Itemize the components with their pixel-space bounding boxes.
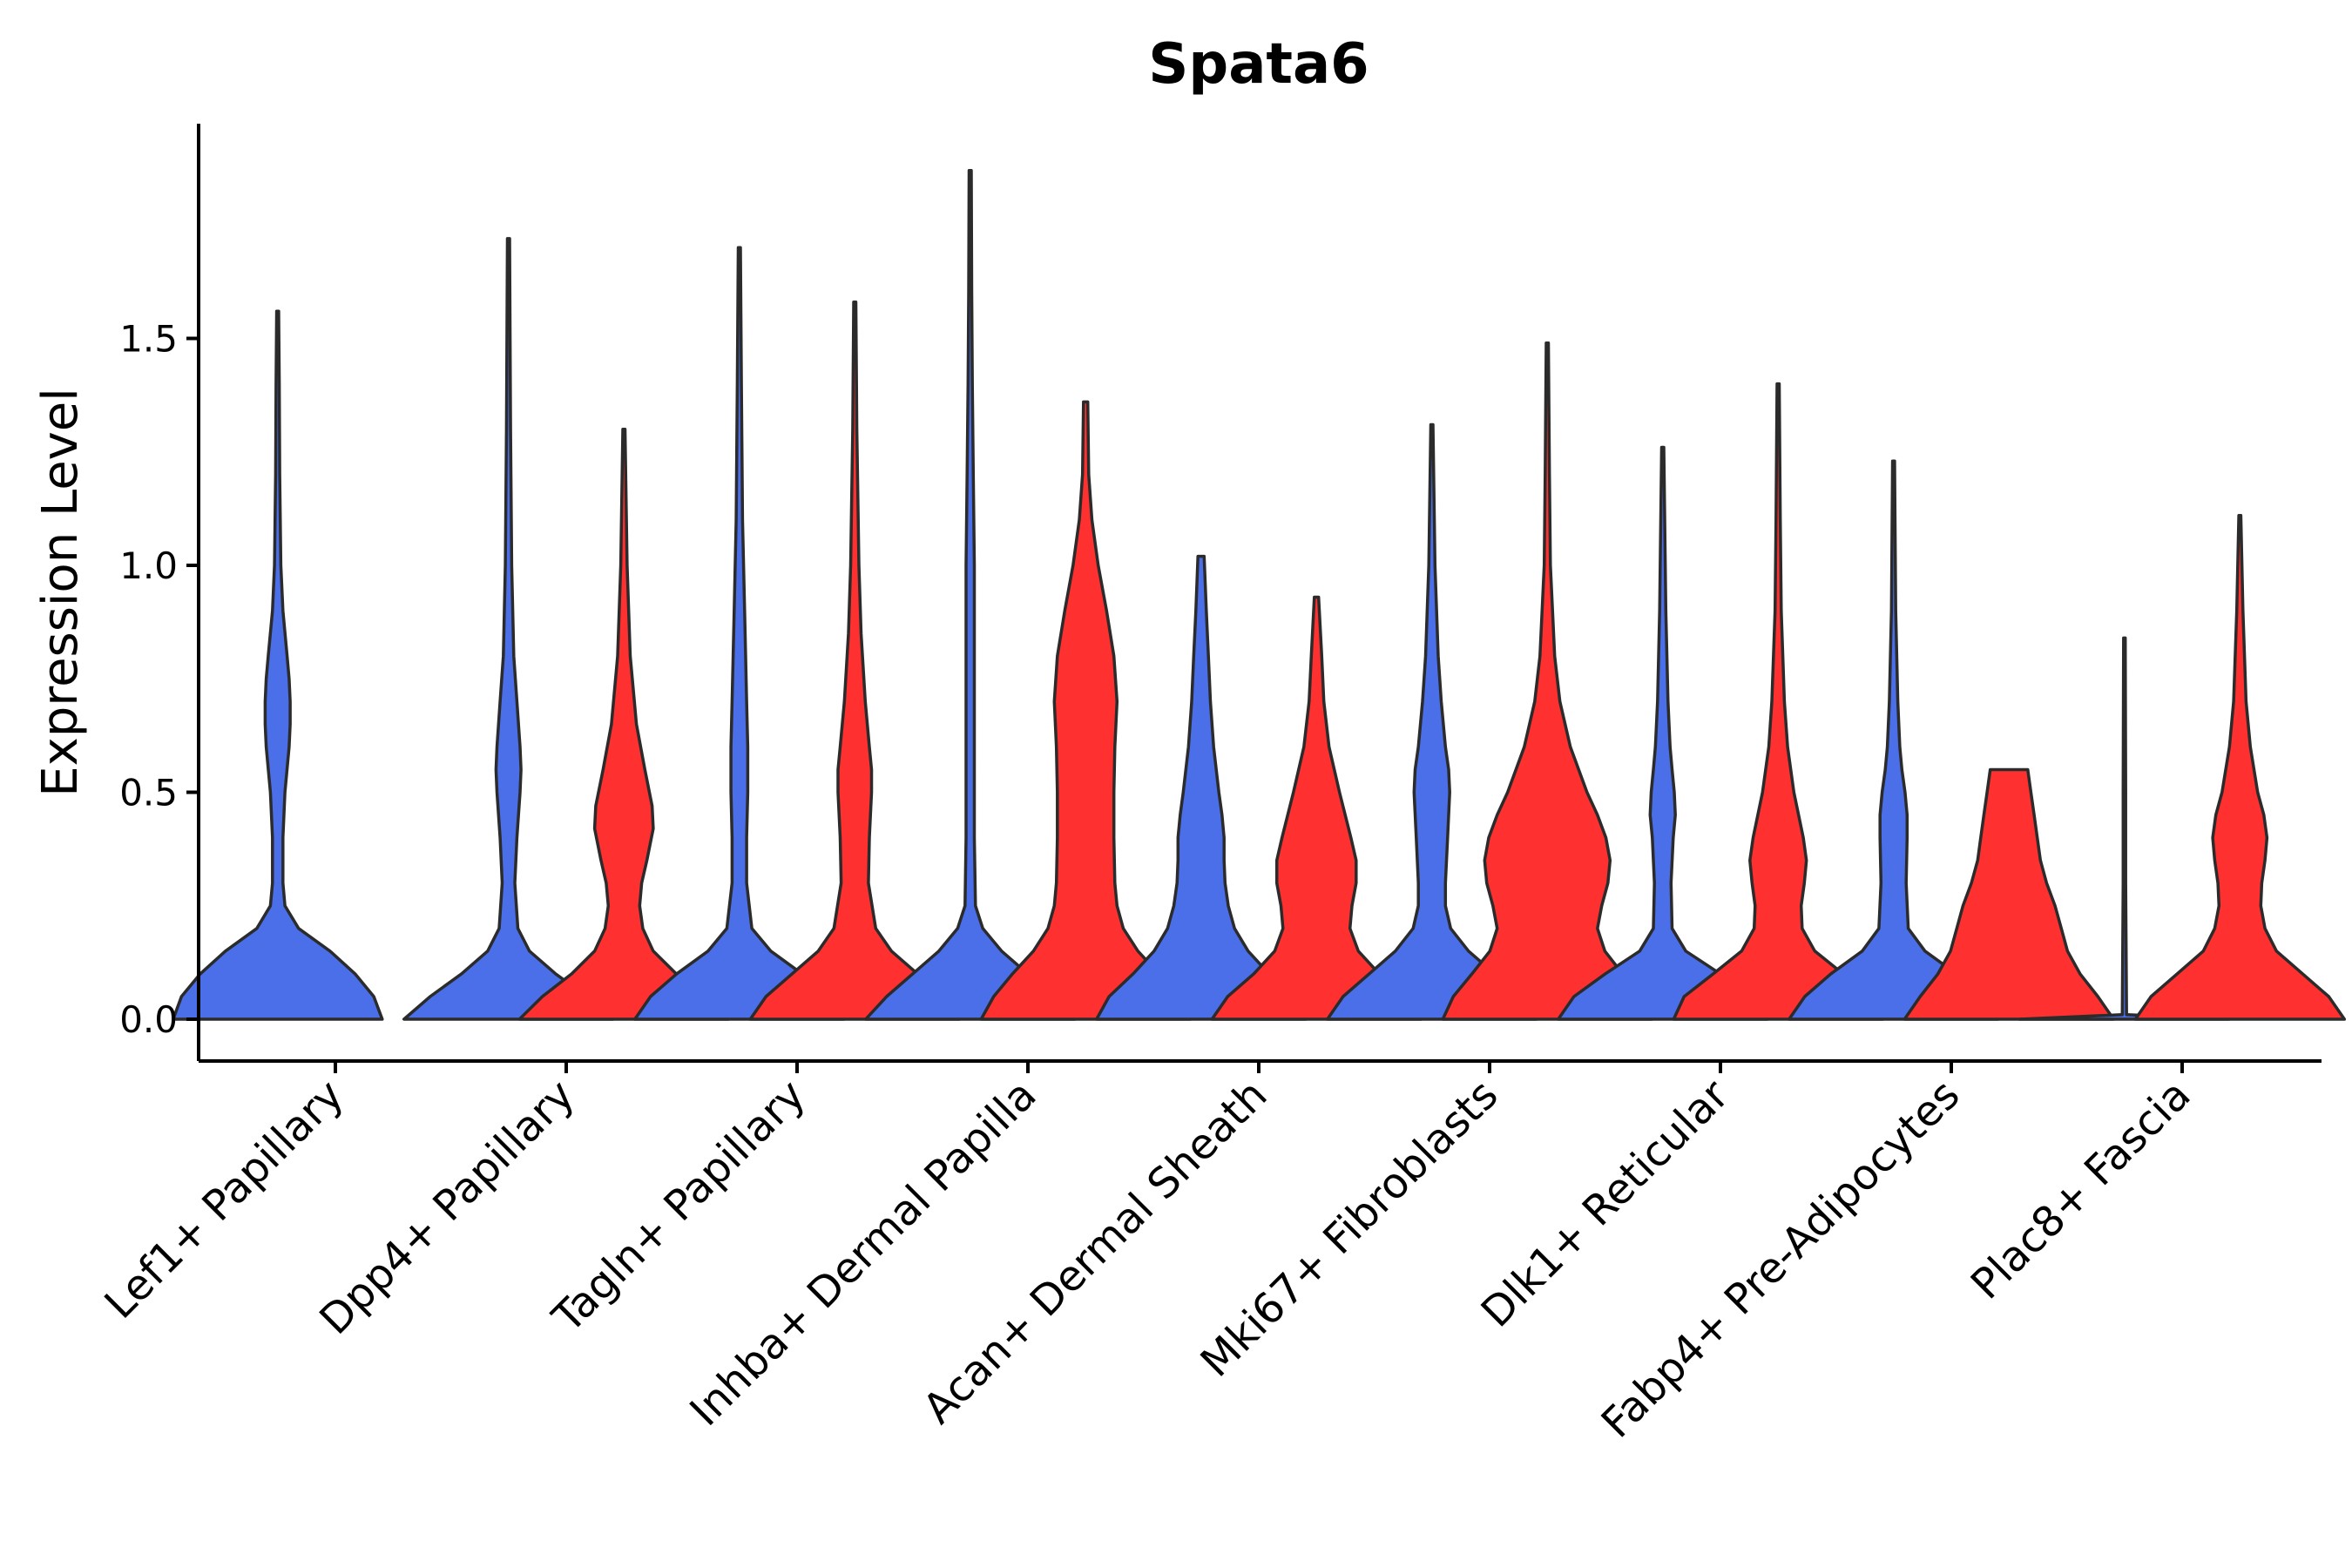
violin-fabp4-pre-adipocytes-red xyxy=(1903,767,2116,1021)
violin-fabp4-pre-adipocytes-blue xyxy=(1788,459,2000,1021)
x-tick-label: Plac8+ Fascia xyxy=(1962,1071,2200,1309)
chart-title: Spata6 xyxy=(1148,32,1369,97)
violin-inhba-dermal-papilla-red xyxy=(979,400,1193,1021)
x-tick-label: Dlk1+ Reticular xyxy=(1472,1071,1739,1337)
y-tick-label: 0.5 xyxy=(119,772,178,814)
y-tick-label: 1.5 xyxy=(119,318,178,361)
violin-dlk1-reticular-blue xyxy=(1557,445,1769,1021)
violin-dpp4-papillary-red xyxy=(517,427,731,1021)
x-tick-label: Lef1+ Papillary xyxy=(96,1071,354,1328)
violin-inhba-dermal-papilla-blue xyxy=(864,168,1077,1021)
violin-mki67-fibroblasts-red xyxy=(1441,341,1654,1021)
violin-dpp4-papillary-blue xyxy=(402,237,615,1021)
y-axis-title: Expression Level xyxy=(32,388,89,797)
violins-layer xyxy=(172,168,2347,1021)
violin-lef1-papillary-blue xyxy=(172,309,384,1021)
x-tick-label: Tagln+ Papillary xyxy=(543,1071,814,1342)
violin-plac8-fascia-red xyxy=(2133,513,2347,1021)
violin-dlk1-reticular-red xyxy=(1672,382,1885,1021)
violin-acan-dermal-sheath-red xyxy=(1210,595,1423,1021)
x-tick-label: Dpp4+ Papillary xyxy=(310,1071,584,1344)
violin-tagln-papillary-red xyxy=(748,301,962,1021)
y-tick-label: 1.0 xyxy=(119,544,178,587)
y-tick-label: 0.0 xyxy=(119,998,178,1041)
violin-plac8-fascia-blue xyxy=(2018,636,2231,1021)
violin-tagln-papillary-blue xyxy=(633,246,846,1021)
violin-mki67-fibroblasts-blue xyxy=(1326,422,1538,1021)
violin-acan-dermal-sheath-blue xyxy=(1095,554,1308,1021)
